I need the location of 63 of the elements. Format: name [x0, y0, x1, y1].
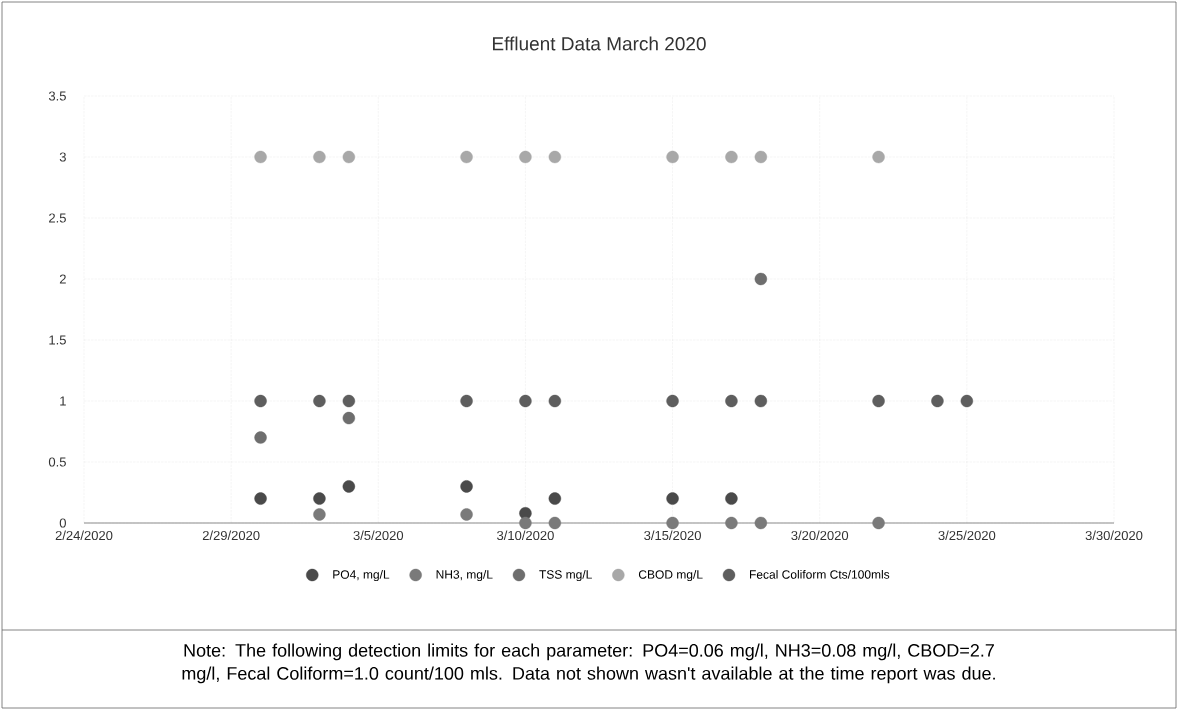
point [342, 411, 356, 425]
y-tick-label: 3 [59, 152, 66, 162]
point [548, 150, 562, 164]
point [872, 394, 885, 408]
point [519, 150, 532, 164]
x-tick-label: 3/30/2020 [1085, 530, 1143, 541]
point [548, 516, 562, 530]
point [725, 516, 738, 530]
legend-label: PO4, mg/L [333, 569, 390, 582]
x-tick-label: 3/25/2020 [938, 530, 996, 541]
y-tick-label: 1 [60, 396, 66, 406]
x-tick-label: 2/29/2020 [202, 530, 260, 541]
point [754, 150, 768, 164]
point [254, 394, 267, 408]
point [519, 516, 532, 530]
point [254, 150, 267, 164]
point [460, 150, 473, 164]
chart-title: Effluent Data March 2020 [492, 36, 706, 51]
y-tick-label: 3.5 [48, 91, 66, 101]
legend-label: NH3, mg/L [436, 569, 493, 582]
point [548, 492, 562, 505]
point [313, 150, 326, 164]
y-tick-label: 1.5 [49, 335, 66, 345]
point [342, 150, 356, 164]
legend-label: Fecal Coliform Cts/100mls [750, 569, 890, 579]
point [460, 394, 473, 408]
y-tick-label: 2.5 [49, 213, 66, 223]
point [519, 394, 532, 408]
point [960, 394, 974, 408]
point [754, 516, 768, 530]
point [313, 508, 326, 521]
point [666, 394, 679, 408]
point [725, 150, 738, 164]
point [725, 492, 738, 505]
point [460, 480, 473, 493]
point [666, 492, 679, 505]
x-tick-label: 3/15/2020 [644, 530, 701, 541]
point [666, 516, 679, 530]
point [313, 492, 326, 505]
text: Note: The following detection limits for each parameter: PO4=0.06 mg/l, NH3=0.08 mg/l, CBOD=2.7 mg/l, Fecal Coliform=1.0 count/100 mls. Data not shown wasn't available at the time report was due. [182, 643, 995, 684]
point [666, 150, 679, 164]
x-tick-label: 2/24/2020 [55, 530, 113, 541]
point [342, 480, 356, 493]
y-tick-label: 0 [59, 518, 66, 528]
point [342, 394, 356, 408]
x-tick-label: 3/5/2020 [353, 530, 404, 541]
y-tick-label: 0.5 [48, 457, 66, 467]
point [754, 394, 768, 408]
y-tick-label: 2 [59, 274, 66, 284]
x-tick-label: 3/20/2020 [791, 530, 849, 541]
point [254, 431, 267, 444]
point [460, 508, 473, 521]
point [754, 272, 768, 286]
x-tick-label: 3/10/2020 [497, 530, 554, 541]
point [548, 394, 562, 408]
point [313, 394, 326, 408]
legend-label: CBOD mg/L [638, 569, 703, 582]
point [254, 492, 267, 505]
point [872, 150, 885, 164]
legend-label: TSS mg/L [539, 569, 592, 582]
point [872, 516, 885, 530]
point [931, 394, 944, 408]
point [725, 394, 738, 408]
